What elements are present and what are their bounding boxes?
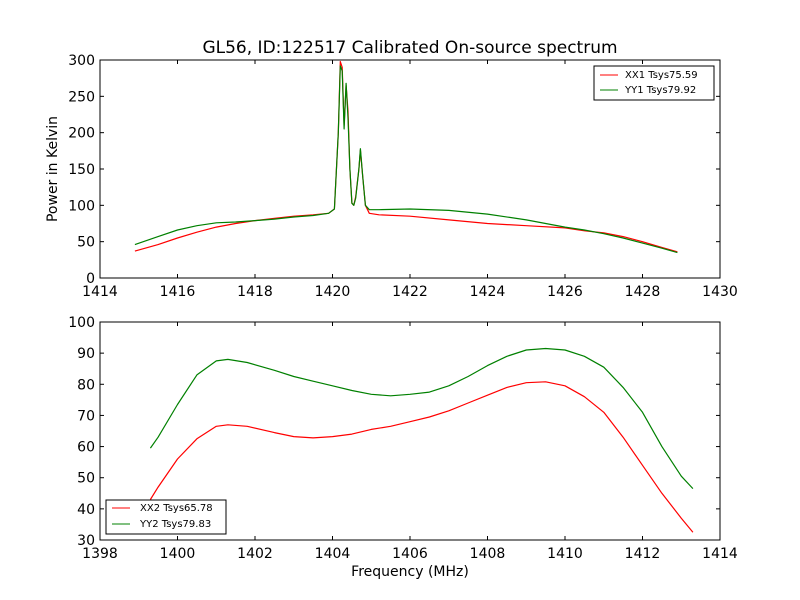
- bottom-y-tick-label: 50: [77, 471, 95, 487]
- top-y-tick-label: 100: [68, 198, 95, 214]
- bottom-x-tick-label: 1410: [547, 546, 583, 562]
- top-y-tick-label: 250: [68, 89, 95, 105]
- bottom-x-tick-label: 1402: [237, 546, 273, 562]
- bottom-x-tick-label: 1398: [82, 546, 118, 562]
- bottom-x-tick-label: 1404: [315, 546, 351, 562]
- bottom-y-tick-label: 90: [77, 346, 95, 362]
- top-y-tick-label: 300: [68, 53, 95, 69]
- bottom-x-tick-label: 1400: [160, 546, 196, 562]
- top-x-tick-label: 1428: [625, 284, 661, 300]
- bottom-legend-box: [105, 499, 227, 535]
- bottom-y-tick-label: 70: [77, 408, 95, 424]
- bottom-panel: Frequency (MHz) 1398 1400 1402 1404 1406 1408…: [68, 315, 738, 580]
- top-x-tick-label: 1414: [82, 284, 118, 300]
- bottom-legend-label-xx2: XX2 Tsys65.78: [140, 503, 213, 514]
- top-legend-box: [593, 65, 715, 101]
- top-plot-frame: [99, 59, 721, 279]
- top-x-tick-label: 1418: [237, 284, 273, 300]
- top-legend-label-xx1: XX1 Tsys75.59: [625, 70, 698, 81]
- bottom-plot-frame: [99, 321, 721, 541]
- bottom-y-tick-label: 80: [77, 377, 95, 393]
- bottom-ticks: 1398 1400 1402 1404 1406 1408 1410 1412 1414 30 40…: [68, 315, 738, 562]
- top-x-tick-label: 1424: [470, 284, 506, 300]
- top-series-line-1: [134, 65, 678, 254]
- top-y-axis-label: Power in Kelvin: [45, 116, 61, 222]
- bottom-series-line-0: [149, 381, 694, 533]
- top-legend: XX1 Tsys75.59 YY1 Tsys79.92: [593, 65, 715, 101]
- top-chart-title: GL56, ID:122517 Calibrated On-source spe…: [202, 38, 617, 58]
- bottom-y-tick-label: 30: [77, 533, 95, 549]
- top-series: [134, 60, 678, 254]
- bottom-y-tick-label: 100: [68, 315, 95, 331]
- top-x-tick-label: 1422: [392, 284, 428, 300]
- bottom-series-line-1: [149, 347, 694, 490]
- bottom-y-tick-label: 40: [77, 502, 95, 518]
- bottom-x-tick-label: 1412: [625, 546, 661, 562]
- bottom-x-tick-label: 1408: [470, 546, 506, 562]
- top-ticks: 1414 1416 1418 1420 1422 1424 1426 1428 1430 0 50 1…: [68, 53, 738, 300]
- top-y-tick-label: 200: [68, 126, 95, 142]
- top-x-tick-label: 1416: [160, 284, 196, 300]
- bottom-y-tick-label: 60: [77, 440, 95, 456]
- top-y-tick-label: 150: [68, 162, 95, 178]
- top-x-tick-label: 1430: [702, 284, 738, 300]
- bottom-legend-label-yy2: YY2 Tsys79.83: [139, 519, 211, 530]
- top-x-tick-label: 1420: [315, 284, 351, 300]
- top-y-tick-label: 50: [77, 235, 95, 251]
- top-y-tick-label: 0: [86, 271, 95, 287]
- bottom-legend: XX2 Tsys65.78 YY2 Tsys79.83: [105, 499, 227, 535]
- bottom-series: [149, 347, 694, 533]
- bottom-x-tick-label: 1414: [702, 546, 738, 562]
- bottom-x-tick-label: 1406: [392, 546, 428, 562]
- bottom-x-axis-label: Frequency (MHz): [351, 564, 469, 580]
- top-x-tick-label: 1426: [547, 284, 583, 300]
- top-panel: GL56, ID:122517 Calibrated On-source spe…: [45, 38, 738, 300]
- top-legend-label-yy1: YY1 Tsys79.92: [624, 85, 696, 96]
